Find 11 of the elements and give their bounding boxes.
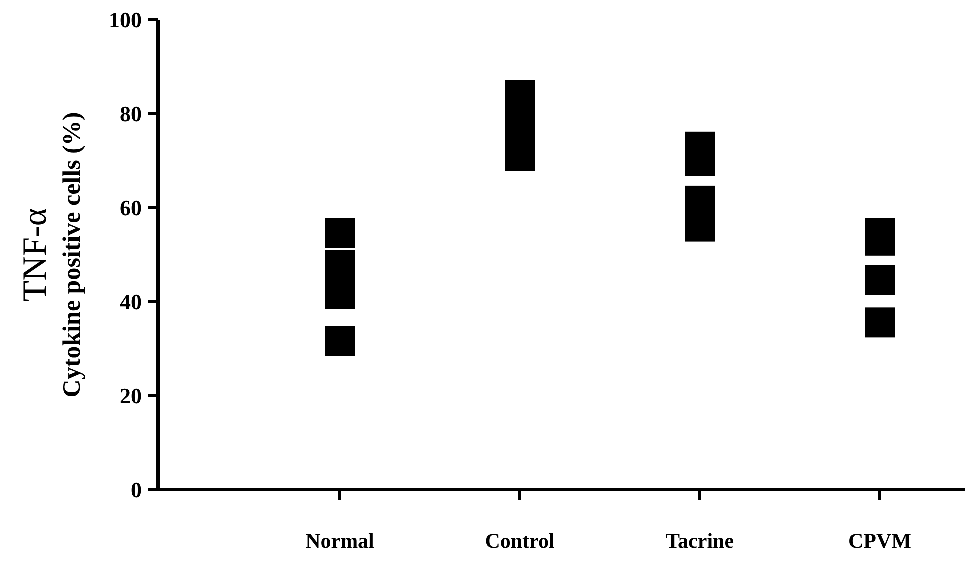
x-tick-label: CPVM (848, 529, 912, 553)
y-tick-label: 100 (109, 8, 142, 33)
y-tick-label: 40 (120, 290, 142, 315)
y-axis-title: TNF-α Cytokine positive cells (%) (17, 112, 86, 398)
y-tick-label: 20 (120, 384, 142, 409)
x-tick-label: Control (485, 529, 555, 553)
x-tick-label: Tacrine (666, 529, 734, 553)
y-tick-label: 60 (120, 196, 142, 221)
y-tick-label: 80 (120, 102, 142, 127)
x-tick-label: Normal (306, 529, 375, 553)
y-tick-label: 0 (131, 478, 142, 503)
